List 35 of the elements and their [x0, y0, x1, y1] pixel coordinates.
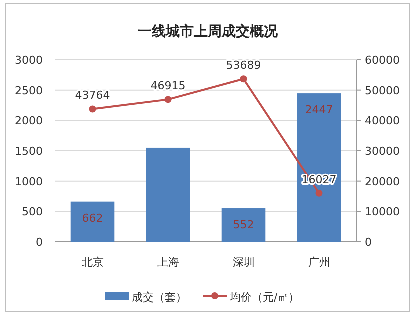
bar — [222, 208, 266, 242]
legend-label: 成交（套） — [132, 291, 187, 304]
y2-tick-label: 40000 — [365, 114, 400, 128]
bar — [297, 94, 342, 242]
y-tick-label: 2500 — [15, 84, 43, 98]
y2-tick-label: 0 — [365, 236, 372, 249]
y-tick-label: 1000 — [15, 175, 43, 188]
y-tick-label: 500 — [22, 206, 43, 219]
x-tick-label: 广州 — [308, 256, 330, 269]
data-label: 46915 — [150, 80, 186, 93]
data-label: 43764 — [75, 89, 110, 102]
bar — [70, 202, 115, 242]
data-label: 552 — [233, 218, 254, 232]
y2-tick-label: 60000 — [365, 54, 400, 67]
data-label: 2447 — [305, 104, 334, 117]
bar — [146, 148, 190, 242]
x-tick-label: 北京 — [82, 256, 104, 269]
y-tick-label: 2000 — [15, 114, 43, 128]
data-label: 53689 — [226, 59, 262, 72]
point — [89, 106, 96, 113]
y-tick-label: 0 — [36, 236, 43, 249]
x-tick-label: 深圳 — [232, 256, 255, 269]
y2-tick-label: 30000 — [365, 145, 400, 158]
point — [240, 76, 248, 83]
data-label: 662 — [82, 212, 104, 225]
y-tick-label: 3000 — [15, 54, 43, 67]
point — [316, 190, 323, 197]
y2-tick-label: 20000 — [365, 175, 400, 188]
point — [164, 96, 172, 104]
x-tick-label: 上海 — [157, 256, 180, 269]
y2-tick-label: 10000 — [365, 206, 400, 219]
legend-label: 均价（元/㎡） — [229, 291, 300, 304]
y-tick-label: 1500 — [15, 145, 43, 158]
chart-title: 一线城市上周成交概况 — [138, 23, 279, 40]
y2-tick-label: 50000 — [365, 84, 400, 98]
